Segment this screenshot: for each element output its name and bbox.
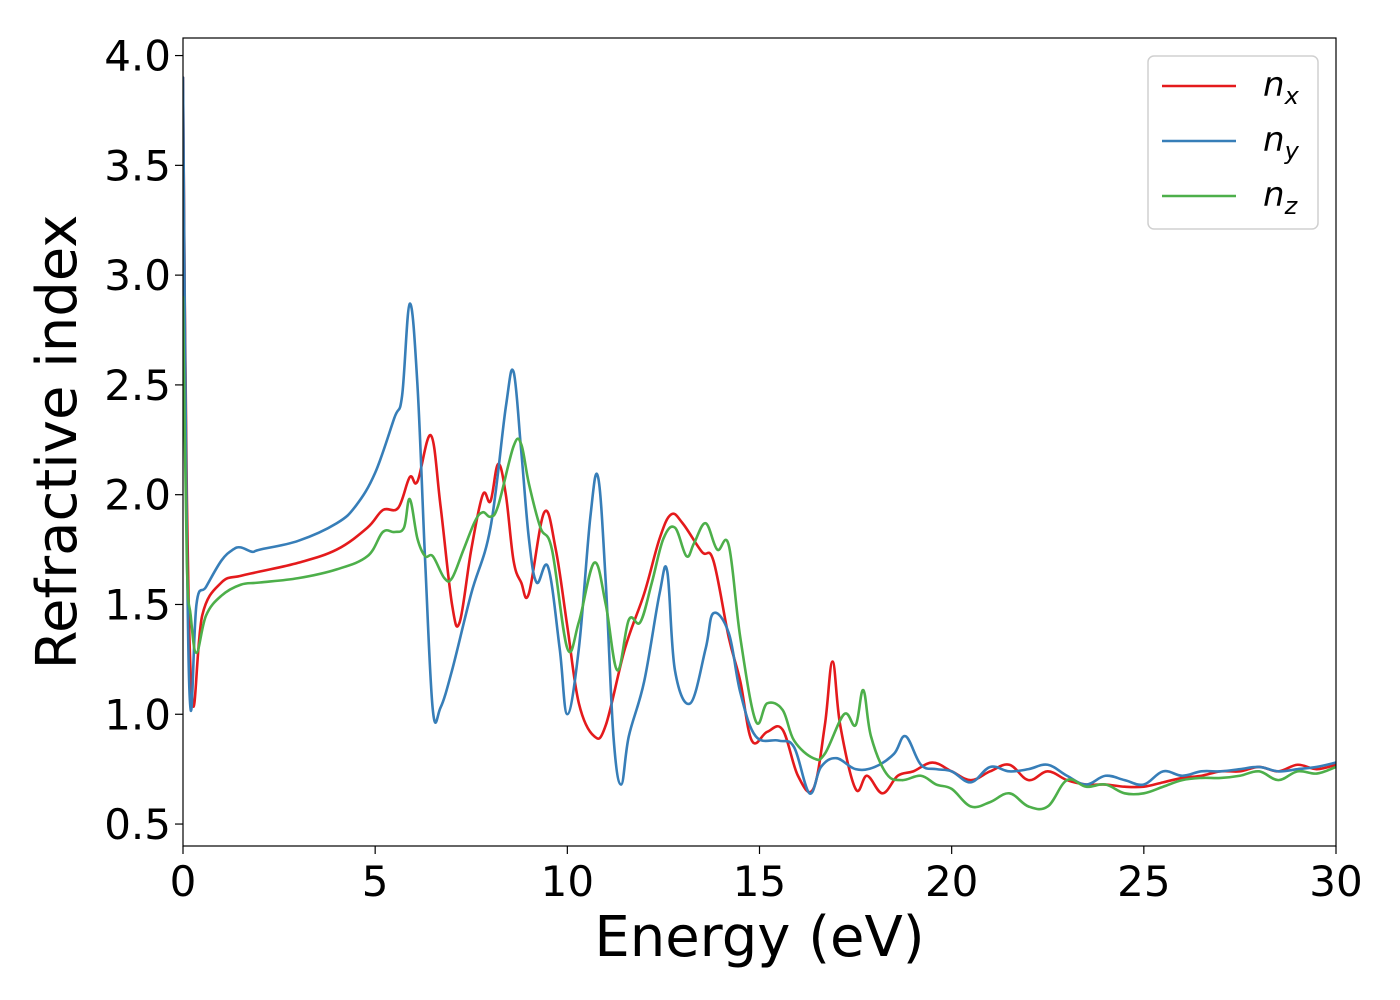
x-tick-label: 30 [1309, 857, 1362, 906]
y-tick-label: 1.0 [104, 690, 171, 739]
y-tick-label: 1.5 [104, 580, 171, 629]
x-tick-label: 0 [170, 857, 197, 906]
x-tick-label: 10 [541, 857, 594, 906]
y-axis-title: Refractive index [25, 215, 90, 670]
legend-label-n-y: ny [1263, 120, 1300, 165]
legend-label-n-z: nz [1263, 175, 1299, 220]
y-tick-label: 3.5 [104, 141, 171, 190]
series-line-n-y [183, 76, 1336, 795]
x-tick-label: 20 [925, 857, 978, 906]
legend: nx ny nz [1147, 55, 1319, 230]
x-tick-label: 15 [733, 857, 786, 906]
legend-label-n-x: nx [1263, 65, 1300, 110]
y-tick-label: 0.5 [104, 800, 171, 849]
axis-ticks: 0 5 10 15 20 25 30 0.5 1.0 1.5 2.0 2.5 3.0 3.5 4.0 [104, 32, 1363, 906]
legend-box [1147, 55, 1319, 230]
x-tick-label: 25 [1117, 857, 1170, 906]
x-tick-label: 5 [362, 857, 389, 906]
y-tick-label: 2.5 [104, 361, 171, 410]
y-tick-label: 4.0 [104, 32, 171, 81]
y-tick-label: 2.0 [104, 471, 171, 520]
y-tick-label: 3.0 [104, 251, 171, 300]
x-axis-title: Energy (eV) [594, 905, 924, 970]
series-lines [183, 76, 1336, 811]
series-line-n-z [183, 295, 1336, 811]
